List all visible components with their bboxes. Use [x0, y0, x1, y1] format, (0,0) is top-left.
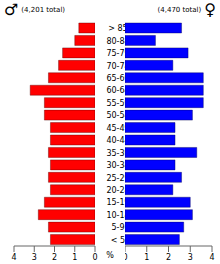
svg-text:5-9: 5-9: [111, 223, 124, 232]
svg-text:0: 0: [125, 253, 128, 262]
svg-text:< 5: < 5: [111, 236, 125, 245]
svg-text:75-79: 75-79: [106, 49, 125, 58]
svg-text:65-69: 65-69: [106, 74, 125, 83]
svg-text:3: 3: [188, 253, 193, 262]
html-text:(4,470 total): (4,470 total): [157, 6, 202, 14]
svg-text:2: 2: [166, 253, 171, 262]
svg-text:25-29: 25-29: [106, 174, 125, 183]
svg-text:0: 0: [92, 253, 97, 262]
svg-text:35-39: 35-39: [106, 149, 125, 158]
svg-text:> 85: > 85: [108, 24, 125, 33]
svg-text:4: 4: [209, 253, 212, 262]
svg-text:50-54: 50-54: [106, 111, 125, 120]
html-text:(4,201 total): (4,201 total): [21, 6, 66, 14]
svg-text:45-49: 45-49: [106, 124, 125, 133]
svg-text:40-44: 40-44: [106, 136, 125, 145]
svg-text:55-59: 55-59: [106, 99, 125, 108]
svg-text:70-74: 70-74: [106, 62, 125, 71]
svg-text:1: 1: [144, 253, 149, 262]
svg-text:2: 2: [52, 253, 57, 262]
svg-text:80-84: 80-84: [106, 37, 125, 46]
svg-text:4: 4: [11, 253, 16, 262]
svg-text:1: 1: [72, 253, 77, 262]
svg-text:10-14: 10-14: [106, 211, 125, 220]
svg-text:30-34: 30-34: [106, 161, 125, 170]
svg-text:15-19: 15-19: [106, 198, 125, 207]
svg-text:3: 3: [32, 253, 37, 262]
svg-text:20-24: 20-24: [106, 186, 125, 195]
svg-text:60-64: 60-64: [106, 86, 125, 95]
